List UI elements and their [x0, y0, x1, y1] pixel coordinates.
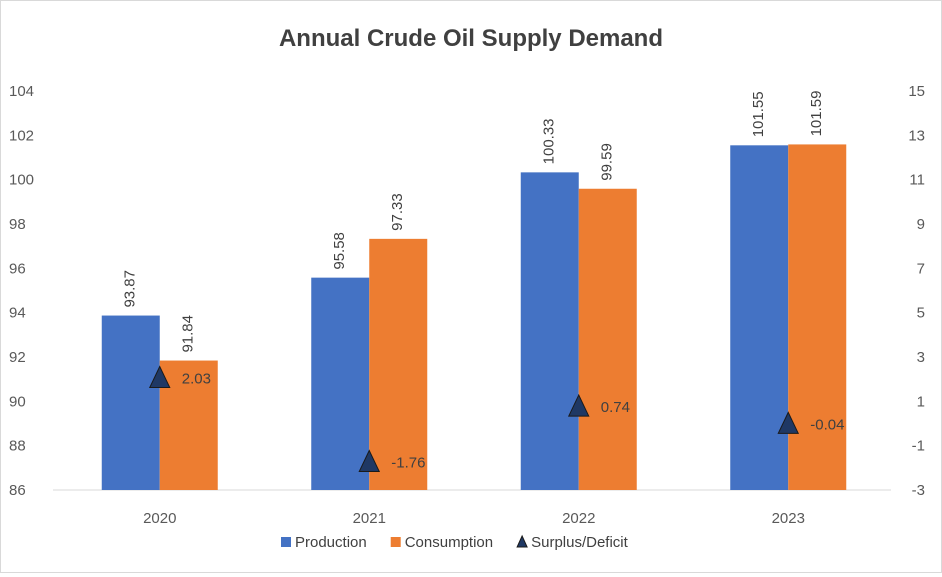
- data-labels: 93.87 91.84 2.03 95.58 97.33 -1.76 100.33 99.59…: [122, 91, 845, 472]
- data-label-surplus-deficit: 2.03: [182, 371, 211, 388]
- data-label-consumption: 99.59: [599, 143, 616, 181]
- data-label-consumption: 101.59: [808, 91, 825, 137]
- y-right-tick-label: 3: [917, 349, 925, 366]
- data-label-surplus-deficit: 0.74: [601, 399, 630, 416]
- bar-production: [730, 145, 789, 490]
- y-left-tick-label: 94: [9, 305, 26, 322]
- x-category-label: 2023: [772, 510, 805, 527]
- y-right-tick-label: 13: [908, 127, 925, 144]
- data-label-surplus-deficit: -1.76: [391, 455, 425, 472]
- data-label-consumption: 97.33: [389, 193, 406, 231]
- bars: [101, 144, 847, 490]
- y-left-tick-label: 86: [9, 482, 26, 499]
- legend[interactable]: Production Consumption Surplus/Deficit: [281, 534, 629, 551]
- y-right-tick-label: 5: [917, 305, 925, 322]
- y-left-tick-label: 100: [9, 172, 34, 189]
- bar-consumption: [159, 360, 218, 490]
- legend-marker-surplus-deficit: [516, 534, 528, 548]
- y-right-tick-label: 9: [917, 216, 925, 233]
- legend-label: Surplus/Deficit: [531, 534, 629, 551]
- x-category-label: 2020: [143, 510, 176, 527]
- legend-swatch-consumption: [390, 537, 401, 547]
- bar-consumption: [578, 188, 637, 490]
- bar-consumption: [369, 238, 428, 490]
- y-left-tick-label: 104: [9, 83, 34, 100]
- data-label-consumption: 91.84: [180, 315, 197, 353]
- data-label-production: 93.87: [122, 270, 139, 308]
- y-left-tick-label: 98: [9, 216, 26, 233]
- y-right-tick-label: 11: [909, 172, 925, 189]
- data-label-production: 101.55: [750, 91, 767, 137]
- data-label-production: 95.58: [331, 232, 348, 270]
- x-category-label: 2021: [353, 510, 386, 527]
- y-right-tick-label: 1: [917, 393, 925, 410]
- bar-production: [311, 277, 370, 490]
- data-label-production: 100.33: [541, 118, 558, 164]
- bar-production: [101, 315, 160, 490]
- axes: 86889092949698100102104-3-11357911131520…: [9, 83, 925, 527]
- y-right-tick-label: 7: [917, 260, 925, 277]
- bar-consumption: [788, 144, 847, 490]
- legend-label: Production: [295, 534, 367, 551]
- y-right-tick-label: -1: [912, 438, 925, 455]
- y-right-tick-label: 15: [908, 83, 925, 100]
- y-left-tick-label: 102: [9, 127, 34, 144]
- y-left-tick-label: 88: [9, 438, 26, 455]
- marker-surplus-deficit: [567, 393, 590, 417]
- marker-surplus-deficit: [148, 365, 171, 389]
- legend-swatch-production: [281, 537, 291, 547]
- marker-surplus-deficit: [777, 411, 800, 434]
- y-left-tick-label: 92: [9, 349, 26, 366]
- y-left-tick-label: 90: [9, 393, 26, 410]
- markers: [148, 365, 800, 473]
- x-category-label: 2022: [562, 510, 595, 527]
- chart-title: Annual Crude Oil Supply Demand: [279, 25, 663, 52]
- y-right-tick-label: -3: [912, 482, 925, 499]
- data-label-surplus-deficit: -0.04: [810, 416, 844, 433]
- bar-production: [520, 172, 579, 490]
- legend-label: Consumption: [405, 534, 493, 551]
- marker-surplus-deficit: [358, 449, 381, 473]
- y-left-tick-label: 96: [9, 260, 26, 277]
